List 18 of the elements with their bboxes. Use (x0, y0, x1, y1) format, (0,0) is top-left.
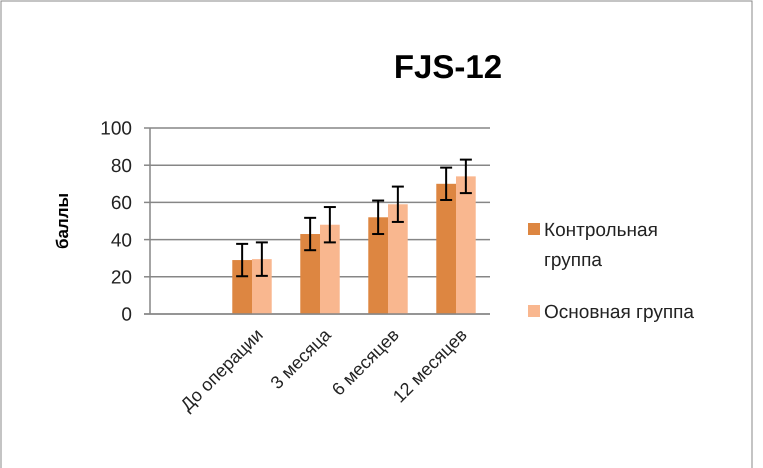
y-tick-label: 60 (110, 193, 132, 214)
bar (436, 184, 456, 314)
bar (320, 224, 340, 314)
bar (300, 234, 320, 314)
y-tick-label: 80 (110, 156, 132, 177)
chart-title: FJS-12 (394, 48, 502, 85)
bar (252, 259, 272, 314)
bar (456, 176, 476, 314)
y-tick-label: 20 (110, 267, 132, 288)
y-tick-label: 40 (110, 230, 132, 252)
bar (388, 204, 408, 314)
bar (368, 217, 388, 314)
y-tick-label: 0 (121, 304, 132, 326)
y-tick-label: 100 (100, 118, 132, 140)
y-axis-title: баллы (53, 192, 72, 250)
legend-label: Основная группа (544, 302, 694, 324)
legend-label: Контрольная группа (544, 220, 658, 272)
bar (232, 260, 252, 314)
